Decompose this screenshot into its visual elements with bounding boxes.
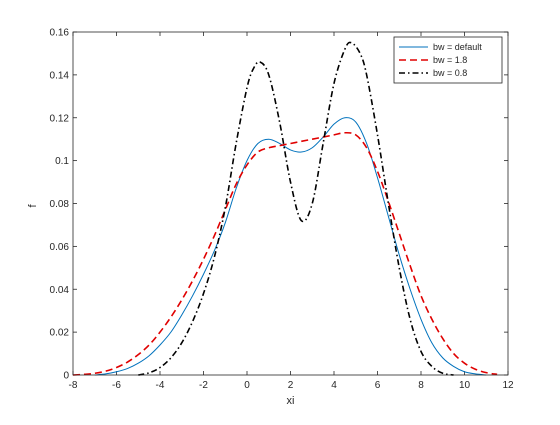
x-tick-label: 4 <box>331 380 337 391</box>
y-tick-label: 0.04 <box>50 285 70 296</box>
y-tick-label: 0.02 <box>50 328 70 339</box>
series-line-2 <box>138 41 454 376</box>
x-tick-label: -4 <box>156 380 165 391</box>
y-axis-label: f <box>27 204 39 208</box>
y-tick-label: 0.12 <box>50 113 70 124</box>
x-tick-label: 2 <box>288 380 294 391</box>
y-tick-label: 0.06 <box>50 242 70 253</box>
series-lines <box>72 41 498 376</box>
x-axis-label: xi <box>287 395 295 407</box>
series-line-1 <box>72 131 498 376</box>
y-tick-label: 0.14 <box>50 70 70 81</box>
tick-labels: -8 -6 -4 -2 0 2 4 6 8 10 12 0 0.02 0.04 0.06 0.08 0.1 0.1… <box>50 28 514 392</box>
legend: bw = default bw = 1.8 bw = 0.8 <box>393 36 503 84</box>
legend-label-bw-0-8: bw = 0.8 <box>433 68 467 78</box>
x-tick-label: -6 <box>112 380 121 391</box>
x-tick-label: 6 <box>375 380 381 391</box>
x-tick-label: 12 <box>502 380 514 391</box>
y-tick-label: 0.16 <box>50 28 70 39</box>
legend-label-bw-1-8: bw = 1.8 <box>433 55 467 65</box>
x-tick-label: -8 <box>69 380 78 391</box>
x-tick-label: 10 <box>459 380 471 391</box>
y-tick-label: 0.1 <box>55 156 69 167</box>
x-tick-label: 0 <box>244 380 250 391</box>
legend-label-default: bw = default <box>433 42 482 52</box>
plot-frame <box>72 31 509 376</box>
x-tick-label: 8 <box>418 380 424 391</box>
series-line-0 <box>94 117 487 376</box>
y-tick-label: 0.08 <box>50 199 70 210</box>
x-tick-label: -2 <box>199 380 208 391</box>
plot-area <box>73 32 508 375</box>
y-tick-label: 0 <box>63 371 69 382</box>
